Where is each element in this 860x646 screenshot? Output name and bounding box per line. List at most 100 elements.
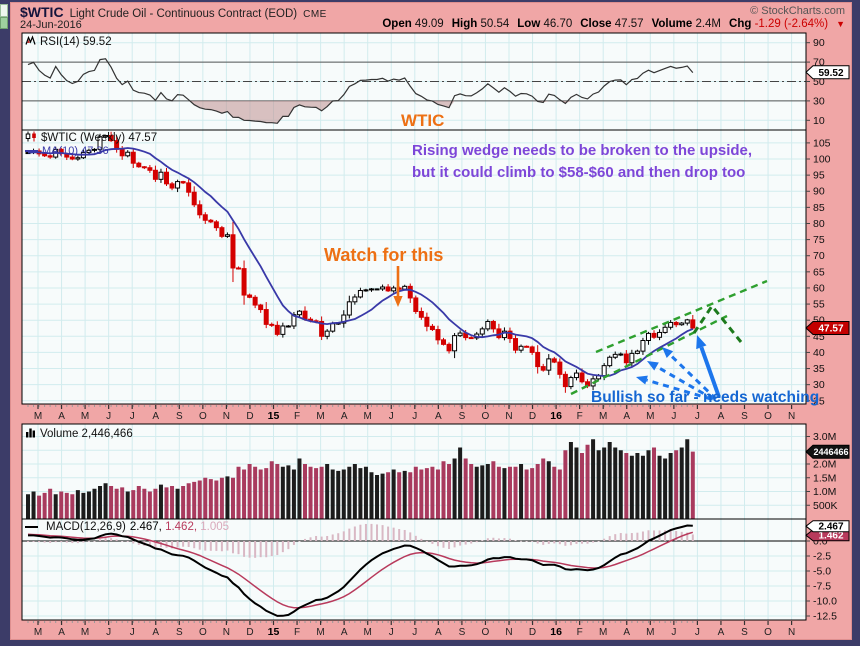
candlestick-icon (25, 131, 37, 145)
quote-item-close: Close 47.57 (580, 18, 644, 30)
svg-text:J: J (130, 411, 135, 422)
svg-text:A: A (623, 411, 630, 422)
rising-wedge-lines (570, 279, 768, 396)
wedge-lower-line (570, 314, 728, 396)
ma10-line (27, 147, 694, 378)
svg-text:A: A (152, 411, 159, 422)
svg-text:S: S (741, 411, 748, 422)
svg-text:90: 90 (813, 37, 825, 49)
svg-text:40: 40 (813, 347, 825, 359)
svg-text:N: N (505, 411, 512, 422)
macd-line-swatch (25, 526, 38, 528)
svg-text:J: J (695, 627, 700, 638)
macd-signal-line (27, 531, 694, 609)
rsi-chart-icon (25, 35, 36, 49)
svg-text:55: 55 (813, 299, 825, 311)
svg-text:J: J (389, 411, 394, 422)
svg-text:-7.5: -7.5 (813, 581, 831, 593)
svg-text:D: D (529, 627, 536, 638)
svg-text:105: 105 (813, 137, 831, 149)
svg-text:N: N (788, 627, 795, 638)
macd-line (28, 524, 693, 617)
volume-bars (26, 439, 695, 519)
change-down-icon: ▼ (836, 19, 845, 29)
quote-item-low: Low 46.70 (517, 18, 573, 30)
main-panel-label: $WTIC (Weekly) 47.57 (25, 131, 157, 145)
x-axis-labels: M A M J J A S O N D 15 F M A M J J A S O N D 16 F M A M J J A S O N M A M J J… (27, 405, 795, 638)
svg-text:1.0M: 1.0M (813, 486, 836, 498)
macd-value-marker: 2.467 (805, 520, 850, 533)
svg-text:M: M (316, 627, 324, 638)
annotation-bullish: Bullish so far - needs watching (591, 389, 820, 406)
svg-text:M: M (316, 411, 324, 422)
svg-text:80: 80 (813, 218, 825, 230)
svg-text:A: A (435, 411, 442, 422)
svg-text:-10.0: -10.0 (813, 596, 837, 608)
svg-text:J: J (671, 411, 676, 422)
quote-item-volume: Volume 2.4M (651, 18, 722, 30)
svg-text:M: M (81, 627, 89, 638)
svg-text:50: 50 (813, 76, 825, 88)
svg-text:O: O (199, 411, 207, 422)
svg-text:S: S (176, 627, 183, 638)
svg-text:M: M (364, 411, 372, 422)
svg-text:A: A (718, 627, 725, 638)
quote-item-chg: Chg -1.29 (-2.64%) (729, 18, 829, 30)
svg-text:O: O (764, 411, 772, 422)
svg-text:70: 70 (813, 57, 825, 69)
svg-text:A: A (58, 411, 65, 422)
quote-bar: Open 49.09 High 50.54 Low 46.70 Close 47.57… (382, 18, 845, 30)
wedge-upper-line (595, 279, 768, 354)
svg-text:J: J (412, 627, 417, 638)
annotation-wtic: WTIC (401, 111, 445, 130)
svg-text:10: 10 (813, 115, 825, 127)
svg-text:A: A (152, 627, 159, 638)
svg-text:J: J (106, 627, 111, 638)
annotation-watch-for-this: Watch for this (324, 245, 444, 265)
rsi-value-marker: 59.52 (805, 65, 850, 80)
quote-item-high: High 50.54 (451, 18, 510, 30)
watch-arrow (393, 266, 403, 307)
svg-text:D: D (529, 411, 536, 422)
rsi-panel-label: RSI(14) 59.52 (25, 35, 112, 49)
svg-text:A: A (718, 411, 725, 422)
svg-text:M: M (646, 411, 654, 422)
svg-text:75: 75 (813, 234, 825, 246)
svg-text:O: O (482, 627, 490, 638)
svg-text:95: 95 (813, 170, 825, 182)
annotation-rising-wedge-line2: but it could climb to $58-$60 and then d… (412, 163, 746, 181)
annotation-rising-wedge-line1: Rising wedge needs to be broken to the u… (412, 142, 753, 159)
svg-text:65: 65 (813, 266, 825, 278)
y-axis-labels: 90 70 50 30 10 25 30 35 40 45 50 55 60 65 70 75 80 85 90 95… (806, 37, 838, 623)
svg-text:-12.5: -12.5 (813, 611, 837, 623)
svg-text:2.467: 2.467 (818, 522, 843, 533)
svg-text:M: M (599, 627, 607, 638)
volume-panel-label: Volume 2,446,466 (25, 427, 133, 441)
svg-text:70: 70 (813, 250, 825, 262)
svg-text:47.57: 47.57 (818, 324, 843, 335)
svg-text:2.0M: 2.0M (813, 459, 836, 471)
chart-title: Light Crude Oil - Continuous Contract (E… (69, 8, 298, 20)
svg-text:-2.5: -2.5 (813, 551, 831, 563)
svg-text:M: M (81, 411, 89, 422)
chart-header: $WTIC Light Crude Oil - Continuous Contr… (20, 4, 327, 20)
annotation-rising-wedge: Rising wedge needs to be broken to the u… (412, 140, 752, 183)
svg-text:O: O (199, 627, 207, 638)
svg-text:15: 15 (268, 626, 280, 638)
macd-plot (22, 523, 806, 617)
svg-text:J: J (130, 627, 135, 638)
macd-values: 2.467, 1.462, 1.005 (129, 521, 230, 533)
svg-text:J: J (389, 627, 394, 638)
svg-text:25: 25 (813, 395, 825, 407)
svg-text:M: M (34, 627, 42, 638)
ma-legend: MA(10) 47.36 (25, 145, 109, 157)
screen-edge-artifact (0, 4, 8, 17)
svg-text:J: J (412, 411, 417, 422)
svg-text:A: A (623, 627, 630, 638)
volume-bars-icon (25, 427, 36, 441)
svg-text:16: 16 (550, 626, 562, 638)
svg-text:N: N (223, 411, 230, 422)
svg-text:M: M (34, 411, 42, 422)
price-value-marker: 47.57 (805, 321, 850, 336)
